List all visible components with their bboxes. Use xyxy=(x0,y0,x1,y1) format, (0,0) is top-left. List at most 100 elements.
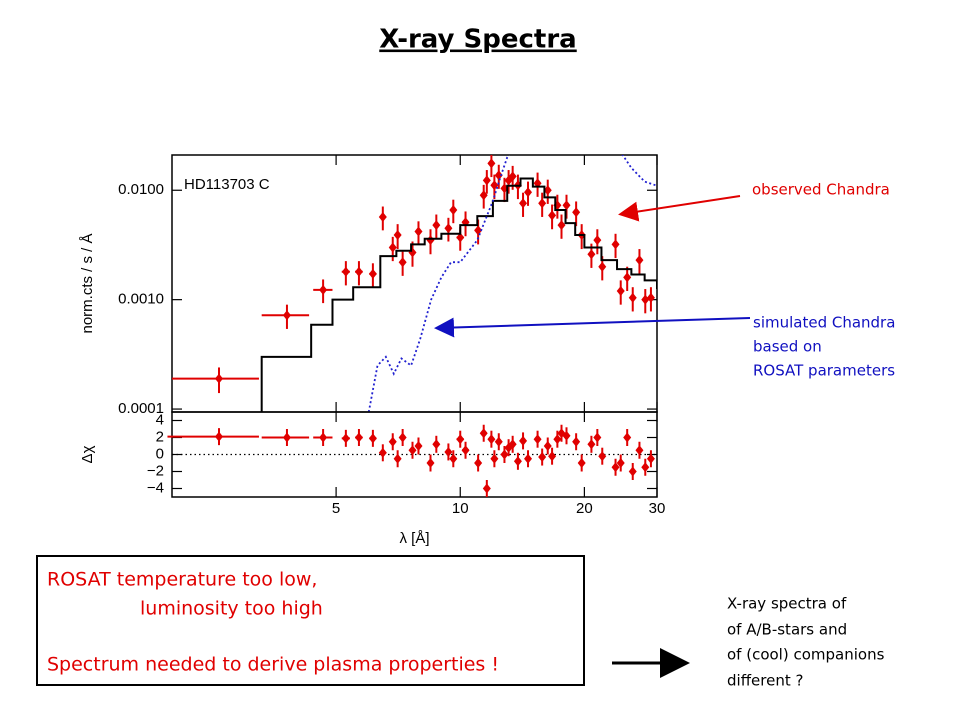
data-point xyxy=(490,453,499,464)
data-point xyxy=(500,449,509,460)
data-point xyxy=(398,432,407,443)
data-point xyxy=(548,451,557,462)
data-point xyxy=(611,462,620,473)
data-point xyxy=(616,285,625,296)
panel-label: HD113703 C xyxy=(184,176,270,193)
data-point xyxy=(426,235,435,246)
data-point xyxy=(398,257,407,268)
data-point xyxy=(456,434,465,445)
data-point xyxy=(368,433,377,444)
data-point xyxy=(519,435,528,446)
data-point xyxy=(616,458,625,468)
x-tick-label: 30 xyxy=(649,500,666,517)
data-point xyxy=(354,432,363,443)
data-point xyxy=(393,453,402,464)
data-point xyxy=(533,434,542,445)
data-point xyxy=(341,266,350,277)
data-point xyxy=(341,433,350,444)
data-point xyxy=(519,198,528,209)
data-point xyxy=(432,220,441,231)
data-point xyxy=(368,268,377,279)
data-point xyxy=(408,247,417,258)
y-tick-label: 4 xyxy=(156,411,164,428)
data-point xyxy=(513,456,522,467)
data-point xyxy=(474,225,483,236)
data-point xyxy=(388,436,397,447)
data-point xyxy=(538,452,547,463)
data-point xyxy=(319,284,328,295)
data-point xyxy=(388,242,397,253)
conclusion-text: ROSAT temperature too low, xyxy=(47,569,317,591)
data-point xyxy=(623,432,632,443)
data-point xyxy=(553,434,562,445)
data-point xyxy=(548,210,557,221)
data-point xyxy=(487,158,496,169)
data-point xyxy=(562,200,571,211)
data-point xyxy=(593,235,602,246)
data-point xyxy=(282,310,291,321)
data-point xyxy=(354,266,363,277)
y-tick-label: 0.0100 xyxy=(118,181,164,198)
annotation: ROSAT parameters xyxy=(753,362,895,380)
arrow xyxy=(434,317,751,338)
slide-title: X-ray Spectra xyxy=(379,25,576,55)
data-point xyxy=(449,453,458,464)
data-point xyxy=(482,483,491,494)
note-text: X-ray spectra of xyxy=(727,595,847,613)
data-point xyxy=(641,294,650,305)
note-text: of (cool) companions xyxy=(727,646,885,664)
data-point xyxy=(572,436,581,447)
data-point xyxy=(214,431,223,442)
conclusion-text: Spectrum needed to derive plasma propert… xyxy=(47,654,499,676)
x-axis-label: λ [Å] xyxy=(399,530,429,547)
data-point xyxy=(494,436,503,447)
y-tick-label: 0 xyxy=(156,445,164,462)
y-tick-label: −4 xyxy=(147,479,164,496)
data-point xyxy=(432,439,441,450)
data-point xyxy=(524,453,533,464)
y-axis-label: norm.cts / s / Å xyxy=(79,233,96,333)
data-point xyxy=(282,432,291,443)
data-point xyxy=(508,171,517,182)
data-point xyxy=(587,439,596,450)
annotation: simulated Chandra xyxy=(753,314,895,332)
data-point xyxy=(543,441,552,451)
note-text: of A/B-stars and xyxy=(727,621,847,639)
data-point xyxy=(572,207,581,218)
data-point xyxy=(587,249,596,260)
data-point xyxy=(635,255,644,266)
data-point xyxy=(456,232,465,243)
data-point xyxy=(598,451,607,462)
data-point xyxy=(577,458,586,468)
x-tick-label: 10 xyxy=(452,500,469,517)
data-point xyxy=(408,445,417,456)
data-point xyxy=(461,445,470,456)
data-point xyxy=(414,226,423,237)
conclusion-box xyxy=(36,555,585,686)
data-point xyxy=(319,432,328,443)
data-point xyxy=(611,239,620,250)
data-point xyxy=(524,187,533,198)
data-point xyxy=(393,229,402,240)
data-point xyxy=(562,430,571,441)
data-point xyxy=(641,462,650,473)
data-point xyxy=(635,445,644,456)
data-point xyxy=(214,373,223,384)
y-axis-label: Δχ xyxy=(79,445,96,463)
data-point xyxy=(444,223,453,234)
data-point xyxy=(628,292,637,303)
data-point xyxy=(482,175,491,186)
data-point xyxy=(646,292,655,303)
y-tick-label: 2 xyxy=(156,428,164,445)
series-group xyxy=(167,424,655,497)
data-point xyxy=(557,220,566,231)
model-line xyxy=(260,177,657,412)
data-point xyxy=(378,447,387,458)
y-tick-label: 0.0010 xyxy=(118,291,164,308)
note-text: different ? xyxy=(727,672,803,690)
data-point xyxy=(593,432,602,443)
data-point xyxy=(623,272,632,283)
data-point xyxy=(426,458,435,468)
x-tick-label: 20 xyxy=(576,500,593,517)
